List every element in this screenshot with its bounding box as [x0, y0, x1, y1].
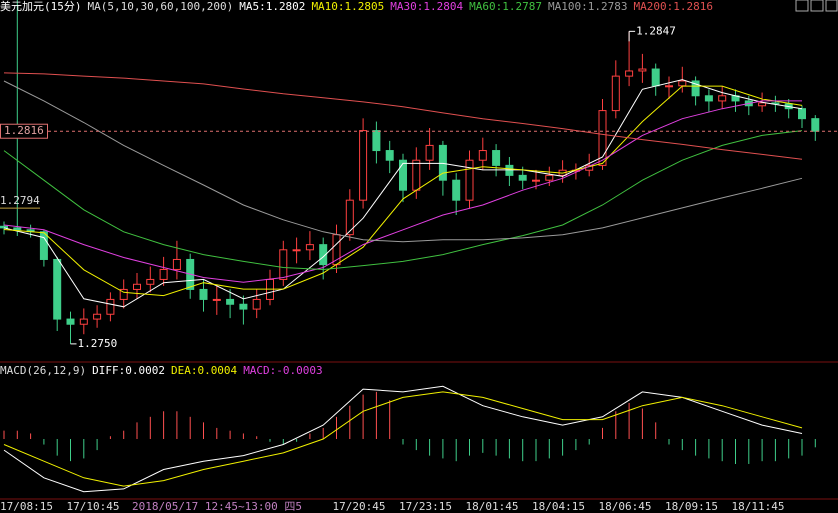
candle-body — [93, 313, 102, 320]
candle-body — [518, 174, 527, 181]
ma-line — [3, 85, 803, 297]
candle-body — [638, 68, 647, 72]
legend-entry: DIFF:0.0002 — [92, 364, 165, 377]
candle-body — [718, 95, 727, 102]
legend-entry: MA200:1.2816 — [633, 0, 713, 13]
candle-body — [119, 288, 128, 300]
ma-line — [3, 100, 802, 283]
candle-body — [678, 80, 687, 87]
candle-body — [53, 258, 62, 320]
ma-line — [3, 80, 803, 243]
candle-body — [13, 227, 22, 231]
candle-body — [704, 95, 713, 102]
legend-entry: MACD:-0.0003 — [243, 364, 323, 377]
candle-body — [399, 159, 407, 191]
candle-body — [425, 144, 434, 161]
cursor-info: 2018/05/17 12:45~13:00 四5 — [132, 500, 302, 513]
candle-body — [66, 318, 75, 325]
candle-body — [0, 225, 8, 229]
ma-line — [3, 130, 803, 271]
window-button[interactable] — [810, 0, 824, 12]
legend-entry: MA5:1.2802 — [239, 0, 306, 13]
candle-body — [545, 174, 554, 181]
legend-entry: MA10:1.2805 — [311, 0, 385, 13]
chart-title: 美元加元(15分) — [0, 0, 82, 13]
candle-body — [345, 199, 354, 236]
x-tick-label: 17/23:15 — [399, 500, 452, 513]
window-button[interactable] — [795, 0, 809, 12]
x-tick-label: 17/20:45 — [333, 500, 386, 513]
candle-body — [492, 150, 501, 166]
left-price-label: 1.2794 — [0, 194, 40, 207]
candle-body — [598, 110, 607, 166]
candle-body — [305, 244, 314, 251]
last-price-label: 1.2816 — [4, 124, 44, 137]
candle-body — [438, 144, 447, 181]
candle-body — [252, 298, 261, 310]
ma-line — [3, 385, 803, 493]
candle-body — [758, 102, 767, 107]
x-tick-label: 18/01:45 — [466, 500, 519, 513]
legend-entry: MA30:1.2804 — [390, 0, 464, 13]
candle-body — [798, 108, 806, 120]
candle-body — [691, 80, 700, 97]
candle-body — [199, 288, 208, 300]
candle-body — [106, 298, 115, 315]
candle-body — [412, 159, 421, 191]
x-tick-label: 18/09:15 — [665, 500, 718, 513]
candle-body — [532, 179, 540, 182]
candle-body — [651, 68, 660, 87]
legend-entry: DEA:0.0004 — [170, 364, 238, 377]
candle-body — [478, 150, 487, 161]
candle-body — [359, 130, 368, 201]
x-tick-label: 18/06:45 — [599, 500, 652, 513]
candle-body — [226, 298, 235, 305]
candle-body — [465, 159, 474, 201]
low-label: 1.2750 — [78, 337, 118, 350]
candle-body — [279, 249, 288, 280]
candle-body — [146, 278, 155, 285]
candle-body — [39, 231, 48, 260]
ma-line — [3, 391, 803, 487]
legend-entry: MA60:1.2787 — [469, 0, 543, 13]
candle-body — [811, 118, 820, 132]
last-price-box — [0, 123, 48, 139]
candle-body — [79, 318, 88, 325]
candle-body — [212, 298, 221, 301]
candle-body — [133, 283, 141, 290]
candle-body — [385, 150, 394, 161]
ma-params: MA(5,10,30,60,100,200) — [87, 0, 234, 13]
candle-body — [319, 244, 328, 266]
ma-line — [3, 79, 803, 308]
x-tick-label: 17/10:45 — [67, 500, 120, 513]
legend-entry: MA100:1.2783 — [548, 0, 628, 13]
macd-title: MACD(26,12,9) — [0, 364, 87, 377]
candle-body — [625, 70, 634, 77]
candle-body — [452, 179, 461, 201]
high-label: 1.2847 — [636, 24, 676, 37]
x-tick-label: 18/11:45 — [732, 500, 785, 513]
candle-body — [665, 85, 673, 88]
x-tick-label: 17/08:15 — [0, 500, 53, 513]
candle-body — [292, 249, 301, 252]
candle-body — [611, 75, 620, 112]
main-header: 美元加元(15分) MA(5,10,30,60,100,200) MA5:1.280… — [0, 0, 719, 13]
ma-line — [3, 72, 803, 160]
candle-body — [372, 130, 381, 152]
candle-body — [239, 303, 248, 310]
candle-body — [172, 258, 181, 270]
candle-body — [159, 268, 168, 280]
macd-header: MACD(26,12,9) DIFF:0.0002 DEA:0.0004 MACD:-… — [0, 364, 329, 377]
window-button[interactable] — [825, 0, 838, 12]
x-tick-label: 18/04:15 — [532, 500, 585, 513]
